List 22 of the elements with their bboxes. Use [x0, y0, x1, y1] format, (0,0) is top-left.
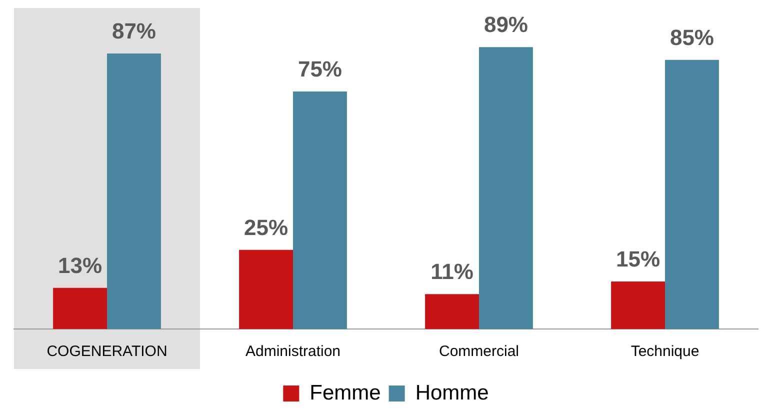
- x-tick-label: COGENERATION: [46, 343, 168, 360]
- bar: [425, 294, 479, 329]
- x-tick-label: Administration: [245, 343, 341, 360]
- bar: [665, 60, 719, 329]
- legend-label: Femme: [310, 381, 381, 404]
- bar: [107, 54, 161, 329]
- data-label: 89%: [484, 12, 528, 38]
- x-tick-label: Technique: [630, 343, 700, 360]
- x-tick-label: Commercial: [438, 343, 520, 360]
- data-label: 87%: [112, 18, 156, 44]
- bar: [611, 282, 665, 329]
- data-label: 85%: [670, 24, 714, 50]
- data-label: 25%: [244, 214, 288, 240]
- bar: [479, 47, 533, 329]
- data-label: 13%: [58, 252, 102, 278]
- data-label: 11%: [430, 259, 474, 284]
- bar: [239, 250, 293, 329]
- bar: [293, 92, 347, 329]
- data-label: 75%: [298, 56, 342, 82]
- bar: [53, 288, 107, 329]
- legend-label: Homme: [415, 381, 489, 404]
- data-label: 15%: [616, 246, 660, 272]
